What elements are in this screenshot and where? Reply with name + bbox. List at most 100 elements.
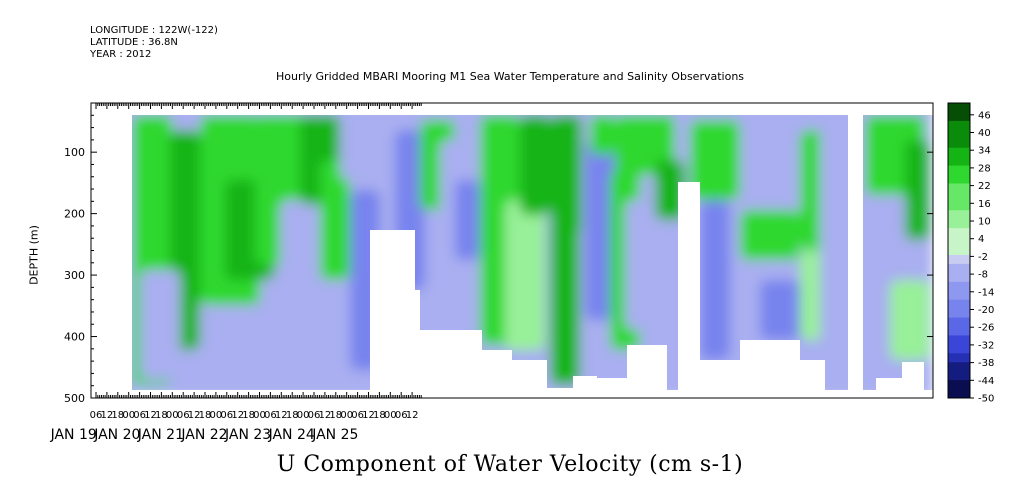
- x-hour-label: 12: [406, 410, 419, 421]
- colorbar-frame: [947, 102, 971, 399]
- colorbar-tick-label: -38: [978, 358, 994, 369]
- x-hour-label: 12: [362, 410, 375, 421]
- missing-data-block: [482, 350, 512, 398]
- field-patch: [760, 280, 800, 340]
- x-hour-label: 18: [373, 410, 386, 421]
- field-patch: [280, 200, 320, 300]
- x-hour-label: 00: [166, 410, 179, 421]
- x-hour-label: 18: [155, 410, 168, 421]
- missing-data-block: [415, 290, 420, 398]
- field-patch: [890, 280, 930, 360]
- colorbar-swatch: [948, 111, 970, 122]
- colorbar-swatch: [948, 174, 970, 184]
- missing-data-block: [863, 103, 933, 115]
- field-patch: [740, 210, 800, 260]
- colorbar-swatch: [948, 156, 970, 167]
- y-tick-label: 100: [64, 146, 85, 159]
- colorbar-swatch: [948, 120, 970, 131]
- colorbar-swatch: [948, 371, 970, 381]
- x-hour-label: 18: [111, 410, 124, 421]
- colorbar-swatch: [948, 103, 970, 113]
- missing-data-block: [573, 376, 597, 398]
- field-patch: [585, 140, 615, 320]
- field-patch: [505, 200, 545, 350]
- colorbar-tick-label: -26: [978, 323, 994, 334]
- x-date-label: JAN 22: [180, 427, 227, 443]
- colorbar-tick-label: -32: [978, 340, 994, 351]
- field-patch: [625, 200, 680, 330]
- colorbar-swatch: [948, 308, 970, 319]
- x-hour-label: 06: [395, 410, 408, 421]
- x-hour-label: 18: [199, 410, 212, 421]
- colorbar-tick-label: -14: [978, 287, 994, 298]
- colorbar-swatch: [948, 362, 970, 372]
- field-patch: [800, 250, 825, 340]
- colorbar-swatch: [948, 272, 970, 283]
- colorbar-tick-label: 4: [978, 234, 984, 245]
- colorbar-swatch: [948, 201, 970, 211]
- x-hour-label: 12: [319, 410, 332, 421]
- colorbar-tick-label: -2: [978, 252, 988, 263]
- x-hour-label: 00: [210, 410, 223, 421]
- field-patch: [520, 115, 550, 215]
- missing-data-block: [848, 103, 863, 398]
- field-patch: [615, 115, 675, 175]
- variable-label: U Component of Water Velocity (cm s-1): [276, 452, 744, 477]
- colorbar-swatch: [948, 281, 970, 292]
- x-hour-label: 12: [188, 410, 201, 421]
- missing-data-block: [902, 362, 924, 398]
- x-date-label: JAN 19: [50, 427, 97, 443]
- field-patch: [700, 200, 730, 360]
- y-tick-label: 200: [64, 208, 85, 221]
- axes: 1002003004005000612180006121800061218000…: [50, 103, 933, 443]
- colorbar-swatch: [948, 192, 970, 202]
- missing-data-block: [91, 103, 132, 398]
- colorbar-tick-label: -20: [978, 305, 994, 316]
- x-date-label: JAN 23: [224, 427, 271, 443]
- field-patch: [455, 180, 480, 260]
- x-date-label: JAN 21: [137, 427, 184, 443]
- missing-data-block: [800, 360, 825, 398]
- colorbar-tick-label: 34: [978, 146, 991, 157]
- x-hour-label: 06: [308, 410, 321, 421]
- longitude-label: LONGITUDE : 122W(-122): [90, 25, 218, 36]
- latitude-label: LATITUDE : 36.8N: [90, 37, 178, 48]
- x-hour-label: 12: [231, 410, 244, 421]
- colorbar-swatch: [948, 335, 970, 345]
- missing-data-block: [740, 340, 800, 398]
- field-patch: [820, 120, 845, 370]
- x-hour-label: 12: [101, 410, 114, 421]
- missing-data-block: [370, 230, 415, 398]
- field-patch: [140, 270, 180, 380]
- colorbar-tick-label: -50: [978, 394, 994, 405]
- colorbar-swatch: [948, 138, 970, 149]
- colorbar-swatch: [948, 353, 970, 363]
- colorbar-swatch: [948, 237, 970, 247]
- field-patch: [655, 160, 685, 220]
- y-tick-label: 300: [64, 269, 85, 282]
- colorbar-swatch: [948, 299, 970, 310]
- x-date-label: JAN 24: [268, 427, 315, 443]
- x-hour-label: 12: [144, 410, 157, 421]
- missing-data-block: [420, 330, 482, 398]
- missing-data-block: [826, 390, 850, 398]
- missing-data-block: [547, 388, 573, 398]
- missing-data-block: [512, 360, 547, 398]
- x-hour-label: 00: [340, 410, 353, 421]
- colorbar-swatch: [948, 183, 970, 193]
- x-hour-label: 00: [297, 410, 310, 421]
- x-hour-label: 06: [133, 410, 146, 421]
- x-hour-label: 18: [329, 410, 342, 421]
- y-tick-label: 400: [64, 331, 85, 344]
- missing-data-block: [876, 378, 902, 398]
- chart-title: Hourly Gridded MBARI Mooring M1 Sea Wate…: [275, 70, 745, 83]
- colorbar-swatch: [948, 344, 970, 354]
- field-patch: [560, 115, 582, 235]
- missing-data-block: [627, 345, 667, 398]
- colorbar-tick-label: 22: [978, 181, 991, 192]
- colorbar-swatch: [948, 290, 970, 301]
- field-patch: [590, 115, 615, 155]
- colorbar-tick-label: 16: [978, 199, 991, 210]
- colorbar-swatch: [948, 129, 970, 140]
